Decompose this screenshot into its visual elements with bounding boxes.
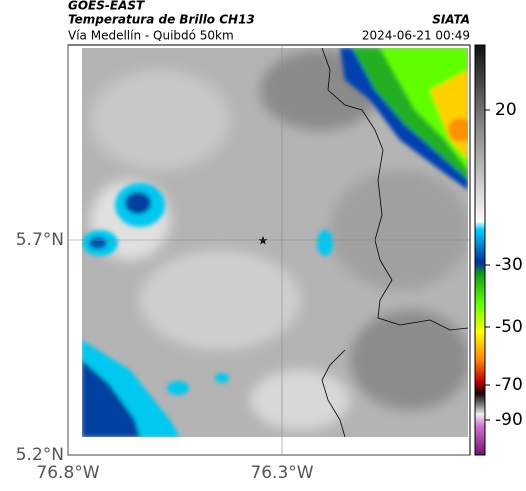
- lat-tick-label: 5.2°N: [16, 445, 64, 465]
- lat-tick-label: 5.7°N: [16, 230, 64, 250]
- source: GOES-EAST: [68, 0, 145, 13]
- lon-tick-label: 76.3°W: [250, 463, 313, 483]
- lon-tick-label: 76.8°W: [36, 463, 99, 483]
- subtitle: Vía Medellín - Quibdó 50km: [68, 29, 234, 43]
- agency: SIATA: [432, 13, 470, 27]
- colorbar-tick-label: -50: [495, 317, 523, 337]
- border-line: [321, 48, 468, 437]
- colorbar-tick-label: 20: [495, 100, 517, 120]
- colorbar-tick-label: -90: [495, 410, 523, 430]
- title: Temperatura de Brillo CH13: [68, 13, 255, 27]
- colorbar: [474, 44, 486, 456]
- location-marker: ★: [258, 234, 269, 248]
- colorbar-tick-label: -70: [495, 375, 523, 395]
- timestamp: 2024-06-21 00:49: [362, 29, 470, 43]
- colorbar-tick-label: -30: [495, 255, 523, 275]
- satellite-image: [82, 48, 468, 437]
